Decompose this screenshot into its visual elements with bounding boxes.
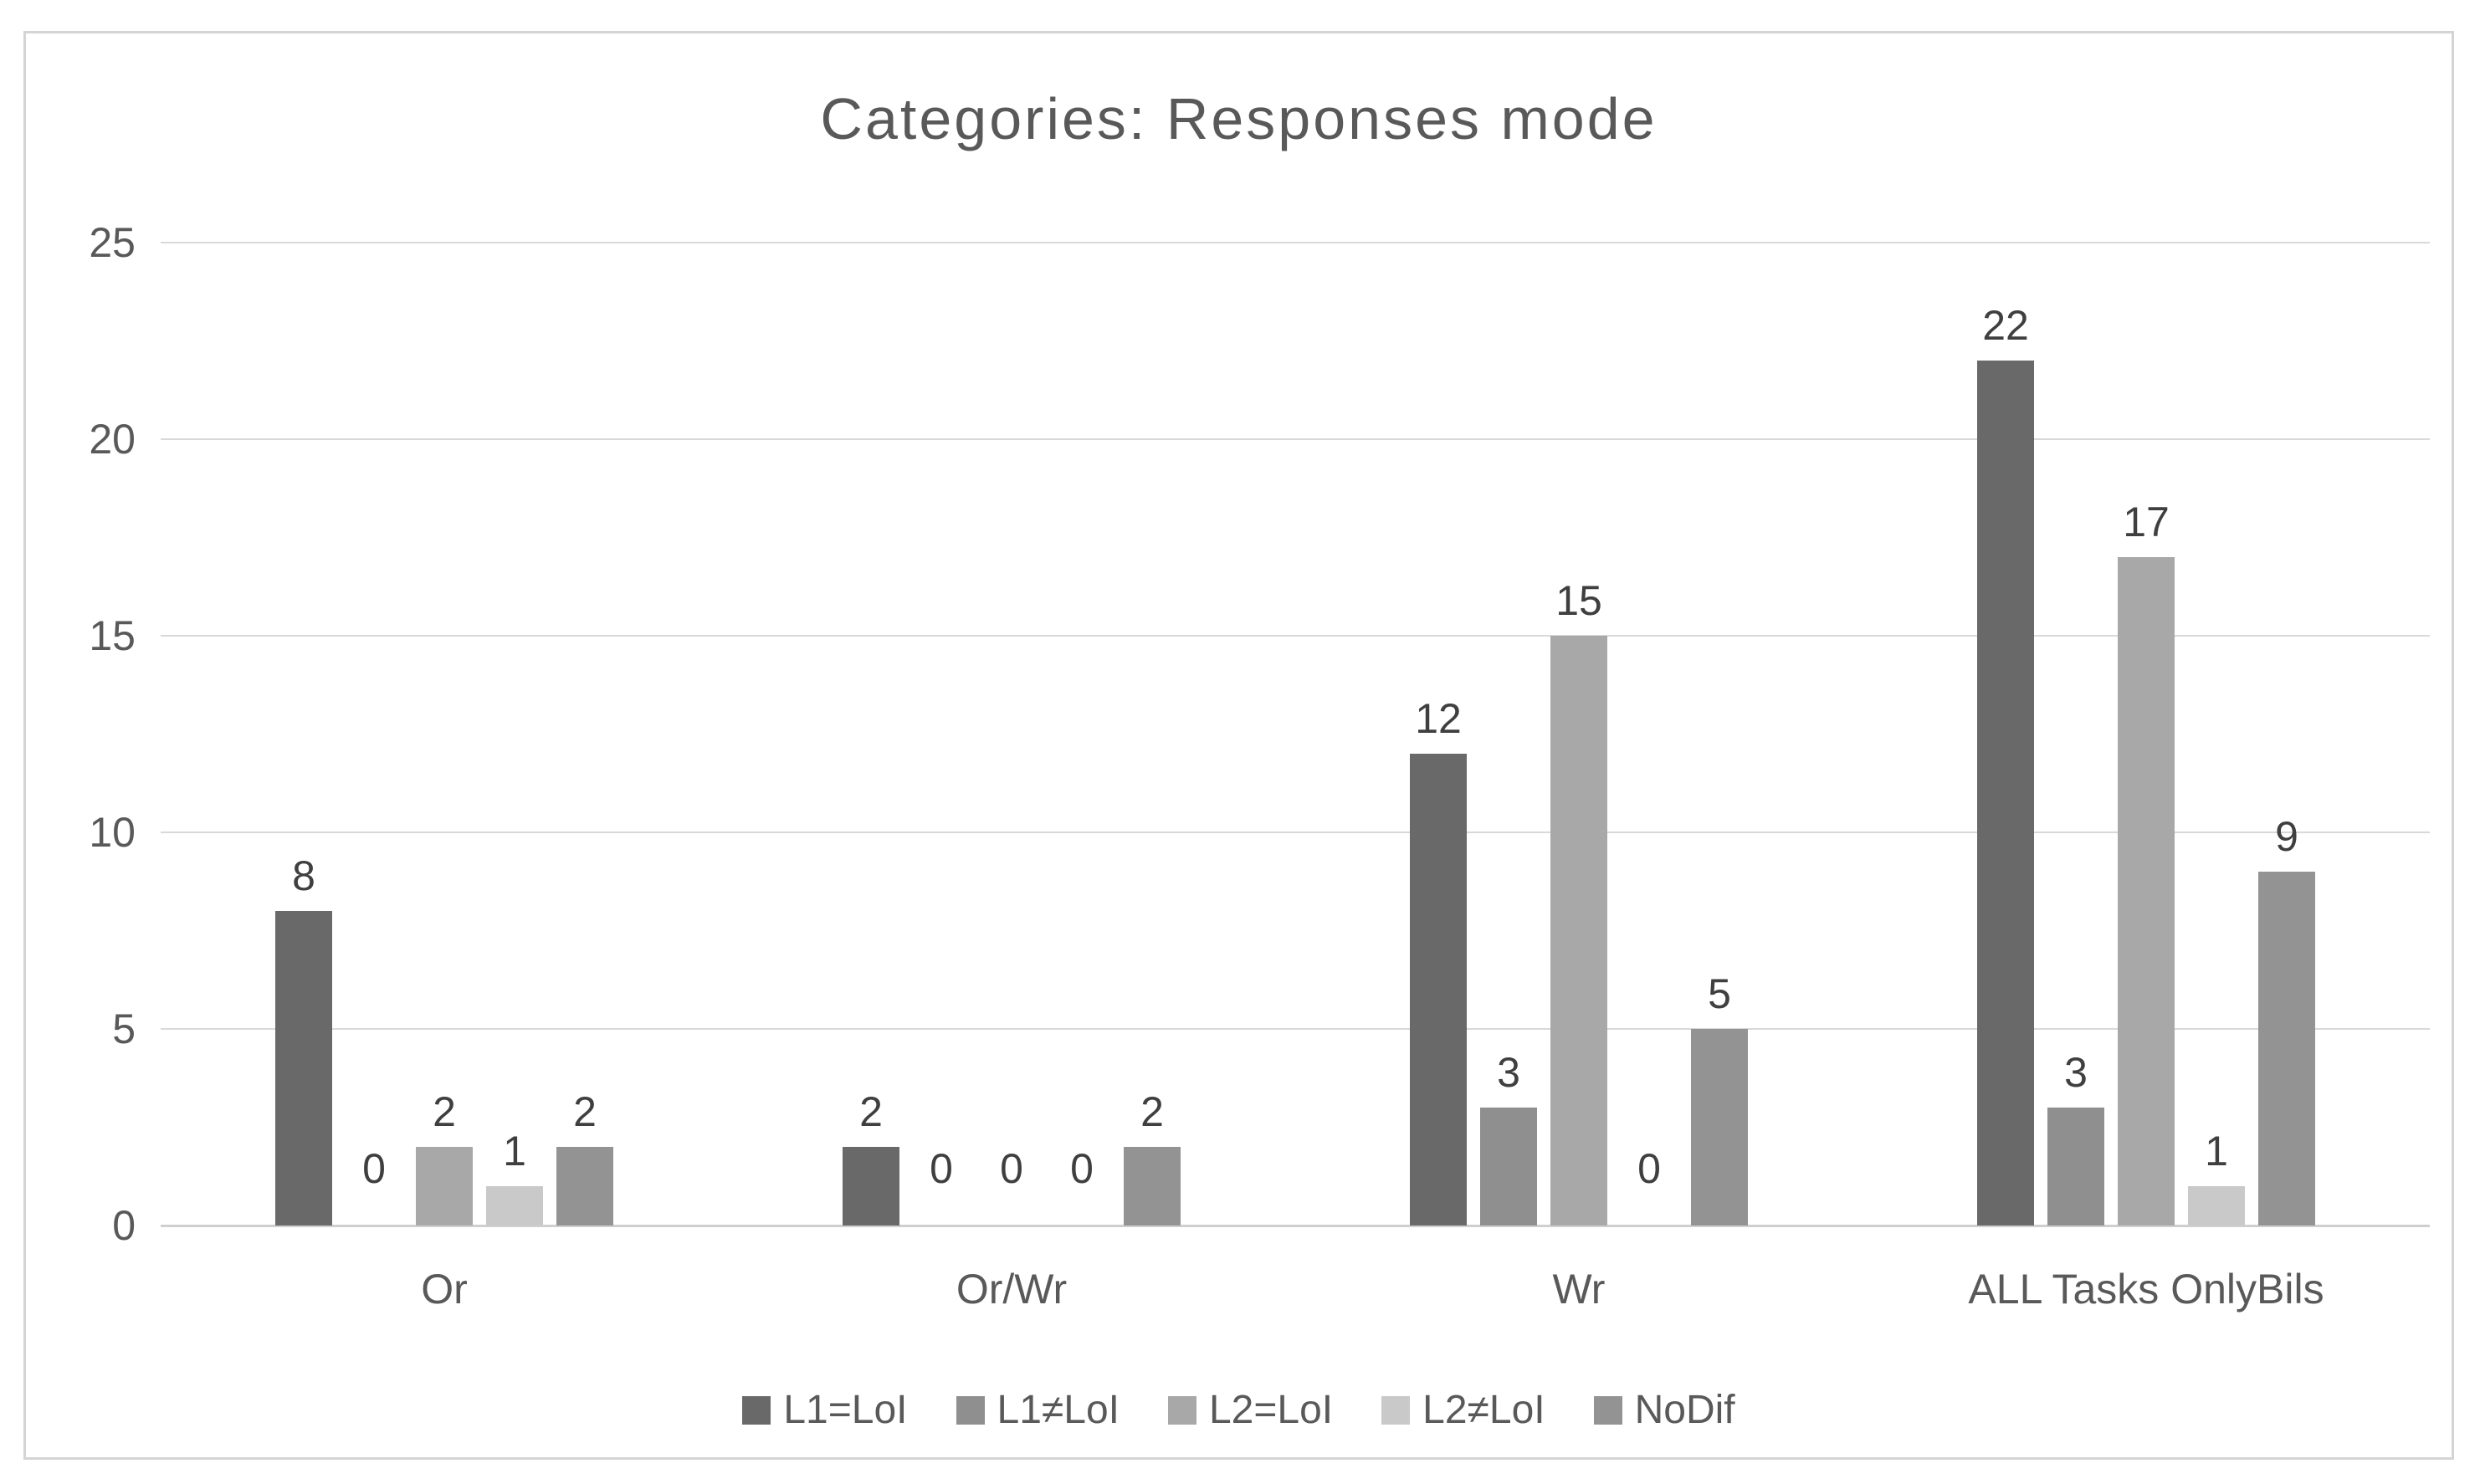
bar-value-label: 0 — [1637, 1145, 1661, 1192]
bar-nodif-or — [556, 1147, 613, 1226]
y-axis-tick-label: 25 — [89, 219, 136, 266]
bar-value-label: 1 — [503, 1128, 526, 1174]
x-axis-category-label: Wr — [1552, 1266, 1606, 1313]
legend-item-label: L1=LoI — [783, 1388, 908, 1432]
bar-l2-loi-or — [416, 1147, 473, 1226]
chart-title: Categories: Responses mode — [820, 86, 1658, 151]
x-axis-category-label: ALL Tasks OnlyBils — [1968, 1266, 2324, 1313]
bar-value-label: 3 — [1497, 1049, 1520, 1096]
y-axis-tick-label: 10 — [89, 809, 136, 856]
y-axis-tick-label: 0 — [112, 1202, 136, 1249]
legend-swatch-icon — [1167, 1395, 1196, 1425]
gridline — [161, 635, 2430, 637]
legend-item: L1≠LoI — [956, 1387, 1120, 1433]
bar-nodif-all-tasks-onlybils — [2258, 872, 2315, 1226]
x-axis-category-label: Or — [421, 1266, 468, 1313]
legend-item-label: L1≠LoI — [997, 1388, 1120, 1432]
legend-swatch-icon — [956, 1395, 985, 1425]
bar-value-label: 5 — [1708, 970, 1731, 1017]
x-axis-category-label: Or/Wr — [956, 1266, 1068, 1313]
bar-l2-loi-wr — [1550, 636, 1607, 1226]
legend-item: L2=LoI — [1167, 1387, 1334, 1433]
legend-item: L1=LoI — [742, 1387, 908, 1433]
legend-item-label: L2≠LoI — [1422, 1388, 1545, 1432]
bar-value-label: 3 — [2064, 1049, 2088, 1096]
gridline — [161, 242, 2430, 243]
legend-item-label: L2=LoI — [1208, 1388, 1334, 1432]
bar-value-label: 2 — [433, 1088, 456, 1135]
gridline — [161, 832, 2430, 833]
bar-value-label: 2 — [859, 1088, 883, 1135]
gridline — [161, 1028, 2430, 1030]
bar-value-label: 12 — [1415, 695, 1462, 742]
bar-nodif-or-wr — [1124, 1147, 1181, 1226]
y-axis-tick-label: 15 — [89, 612, 136, 659]
gridline — [161, 438, 2430, 440]
bar-l2-loi-all-tasks-onlybils — [2188, 1186, 2245, 1226]
legend-swatch-icon — [742, 1395, 771, 1425]
bar-value-label: 2 — [1140, 1088, 1164, 1135]
bar-value-label: 0 — [930, 1145, 953, 1192]
chart-frame: Categories: Responses mode 0 5 10 15 20 25 8 0 2… — [23, 31, 2454, 1460]
legend-item: NoDif — [1593, 1387, 1735, 1433]
bar-l1-loi-wr — [1480, 1108, 1537, 1226]
legend-item: L2≠LoI — [1381, 1387, 1545, 1433]
y-axis-tick-label: 5 — [112, 1006, 136, 1052]
bar-value-label: 0 — [1000, 1145, 1023, 1192]
bar-l1-loi-wr — [1410, 754, 1467, 1226]
bar-value-label: 2 — [573, 1088, 597, 1135]
y-axis-tick-label: 20 — [89, 416, 136, 463]
legend-swatch-icon — [1593, 1395, 1622, 1425]
bar-value-label: 17 — [2123, 499, 2170, 545]
bar-value-label: 22 — [1982, 302, 2029, 349]
bar-l1-loi-or — [275, 911, 332, 1226]
legend-swatch-icon — [1381, 1395, 1411, 1425]
legend: L1=LoI L1≠LoI L2=LoI L2≠LoI NoDif — [26, 1387, 2452, 1433]
bar-value-label: 0 — [1070, 1145, 1094, 1192]
bar-l1-loi-or-wr — [843, 1147, 899, 1226]
legend-item-label: NoDif — [1634, 1388, 1735, 1432]
bar-l1-loi-all-tasks-onlybils — [1977, 361, 2034, 1226]
bar-value-label: 0 — [362, 1145, 386, 1192]
bar-value-label: 8 — [292, 852, 315, 899]
bar-l2-loi-or — [486, 1186, 543, 1226]
bar-l2-loi-all-tasks-onlybils — [2118, 557, 2175, 1226]
bar-value-label: 1 — [2205, 1128, 2228, 1174]
bar-value-label: 15 — [1555, 577, 1602, 624]
bar-nodif-wr — [1691, 1029, 1748, 1226]
bar-l1-loi-all-tasks-onlybils — [2047, 1108, 2104, 1226]
bar-value-label: 9 — [2275, 813, 2298, 860]
x-axis-line — [161, 1225, 2430, 1227]
